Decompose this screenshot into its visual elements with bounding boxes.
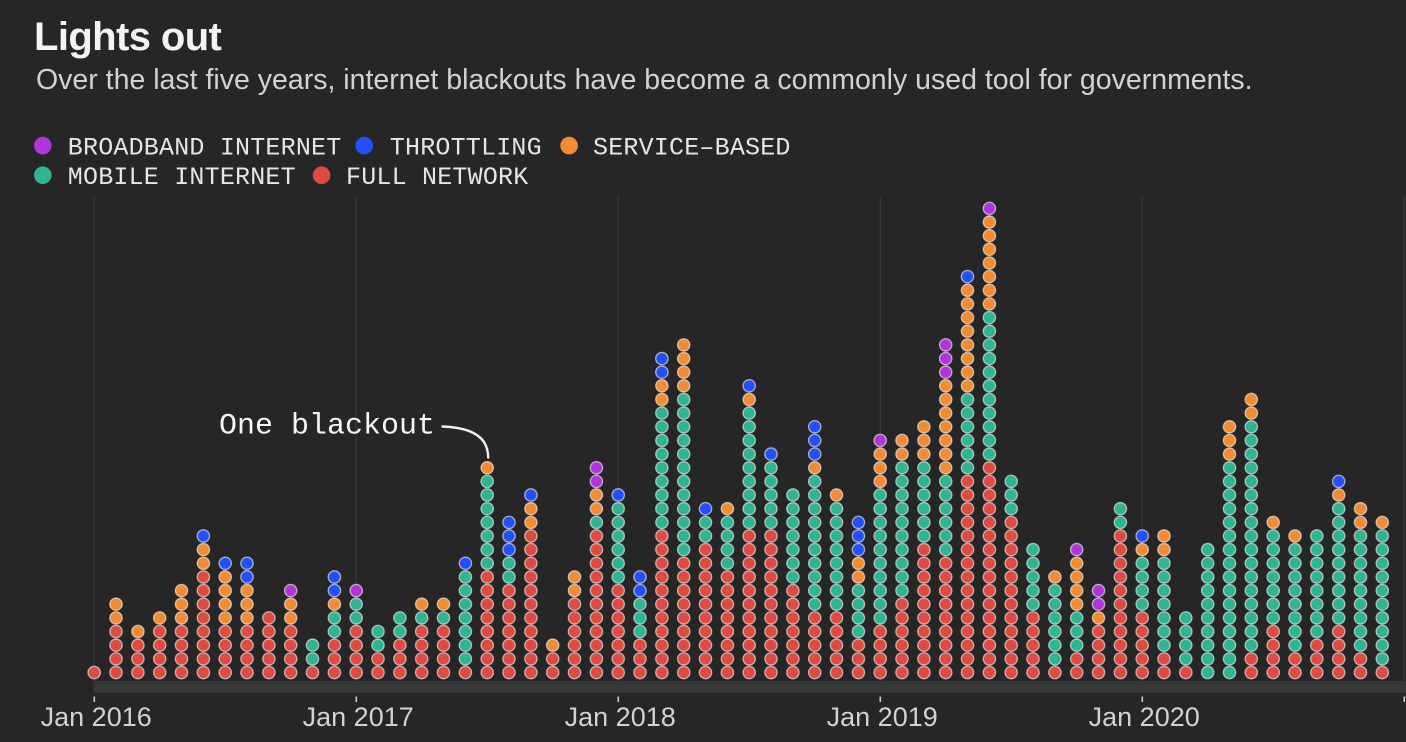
svg-text:One blackout: One blackout <box>219 410 435 444</box>
svg-text:MOBILE INTERNET: MOBILE INTERNET <box>68 163 296 192</box>
svg-text:Jan 2016: Jan 2016 <box>41 702 152 732</box>
svg-text:Jan 2020: Jan 2020 <box>1089 702 1200 732</box>
svg-text:Jan 2017: Jan 2017 <box>303 702 414 732</box>
svg-text:Jan 2019: Jan 2019 <box>827 702 938 732</box>
svg-text:Over the last five years, inte: Over the last five years, internet black… <box>36 64 1253 96</box>
svg-text:FULL NETWORK: FULL NETWORK <box>346 163 528 192</box>
svg-text:SERVICE–BASED: SERVICE–BASED <box>593 133 791 162</box>
svg-text:Jan 2018: Jan 2018 <box>565 702 676 732</box>
svg-text:THROTTLING: THROTTLING <box>390 133 542 162</box>
svg-text:Lights out: Lights out <box>34 15 222 59</box>
svg-text:BROADBAND INTERNET: BROADBAND INTERNET <box>68 133 342 162</box>
